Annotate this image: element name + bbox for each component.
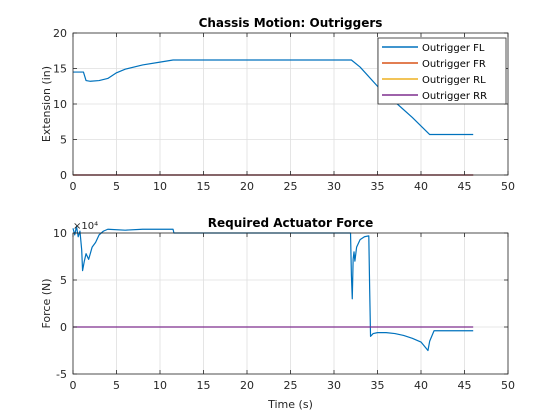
x-tick-label: 35 xyxy=(371,379,385,392)
y-tick-label: 0 xyxy=(60,321,67,334)
x-tick-label: 50 xyxy=(501,180,515,193)
legend-label-rr: Outrigger RR xyxy=(422,91,487,102)
x-tick-label: 40 xyxy=(414,180,428,193)
x-tick-label: 10 xyxy=(153,180,167,193)
x-tick-label: 0 xyxy=(70,180,77,193)
x-tick-label: 5 xyxy=(113,180,120,193)
x-tick-label: 30 xyxy=(327,180,341,193)
force-exponent-label: ×10⁴ xyxy=(73,221,98,232)
force-y-axis-label: Force (N) xyxy=(40,278,53,328)
legend-label-fr: Outrigger FR xyxy=(422,59,486,70)
y-tick-label: 5 xyxy=(60,274,67,287)
y-tick-label: 15 xyxy=(53,63,67,76)
extension-legend: Outrigger FL Outrigger FR Outrigger RL O… xyxy=(378,38,506,104)
y-tick-label: 10 xyxy=(53,227,67,240)
x-tick-label: 15 xyxy=(197,180,211,193)
extension-y-axis-label: Extension (in) xyxy=(40,66,53,142)
x-tick-label: 40 xyxy=(414,379,428,392)
x-tick-label: 25 xyxy=(284,180,298,193)
x-tick-label: 15 xyxy=(197,379,211,392)
x-tick-label: 45 xyxy=(458,180,472,193)
x-tick-label: 25 xyxy=(284,379,298,392)
x-tick-label: 20 xyxy=(240,180,254,193)
y-tick-label: 10 xyxy=(53,98,67,111)
force-x-axis-label: Time (s) xyxy=(267,398,313,411)
x-tick-label: 20 xyxy=(240,379,254,392)
x-tick-label: 50 xyxy=(501,379,515,392)
extension-chart-title: Chassis Motion: Outriggers xyxy=(199,16,383,30)
x-tick-label: 30 xyxy=(327,379,341,392)
y-tick-label: 0 xyxy=(60,169,67,182)
legend-label-fl: Outrigger FL xyxy=(422,43,485,54)
y-tick-label: 20 xyxy=(53,27,67,40)
legend-label-rl: Outrigger RL xyxy=(422,75,486,86)
y-tick-label: -5 xyxy=(56,368,67,381)
x-tick-label: 45 xyxy=(458,379,472,392)
force-chart-title: Required Actuator Force xyxy=(208,216,373,230)
x-tick-label: 10 xyxy=(153,379,167,392)
y-tick-label: 5 xyxy=(60,134,67,147)
x-tick-label: 35 xyxy=(371,180,385,193)
x-tick-label: 5 xyxy=(113,379,120,392)
x-tick-label: 0 xyxy=(70,379,77,392)
